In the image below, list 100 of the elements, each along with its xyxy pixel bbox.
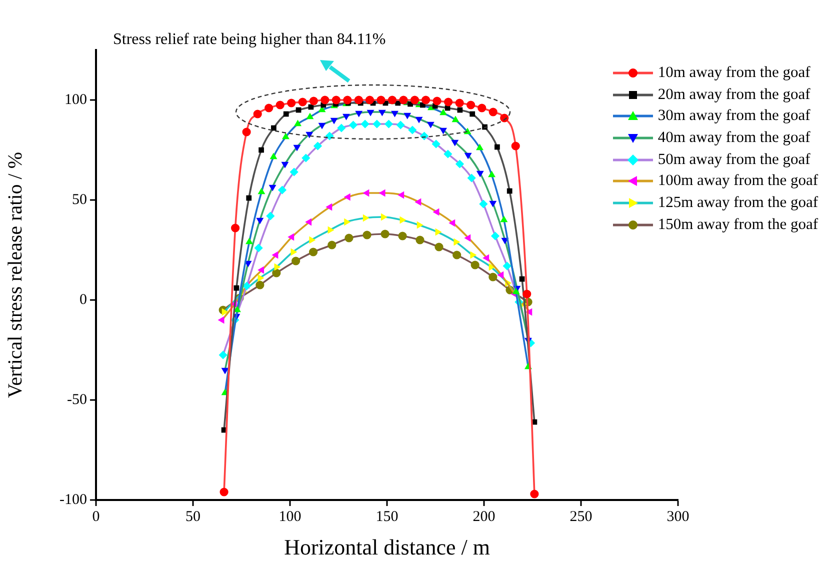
point xyxy=(320,96,330,104)
point xyxy=(435,228,442,236)
point xyxy=(221,368,229,374)
point xyxy=(404,112,412,120)
point xyxy=(272,268,281,278)
point xyxy=(305,218,312,226)
point xyxy=(287,98,296,108)
point xyxy=(470,111,476,117)
point xyxy=(292,256,300,266)
point xyxy=(434,242,444,252)
point xyxy=(489,200,497,208)
point xyxy=(282,132,290,140)
point xyxy=(479,200,488,208)
point xyxy=(332,96,340,104)
point xyxy=(266,212,275,220)
x-tick-label: 150 xyxy=(376,508,398,525)
x-tick-label: 100 xyxy=(278,508,302,525)
point xyxy=(464,152,472,160)
point xyxy=(467,174,476,182)
point xyxy=(293,144,301,152)
y-axis-title: Vertical stress release ratio / % xyxy=(4,152,26,398)
point xyxy=(306,132,314,138)
point xyxy=(451,140,459,146)
point xyxy=(454,238,460,246)
point xyxy=(396,120,405,130)
point xyxy=(270,152,278,160)
point xyxy=(478,104,486,112)
point xyxy=(222,308,228,316)
x-tick-label: 0 xyxy=(92,508,100,525)
point xyxy=(494,144,500,150)
point xyxy=(281,162,289,168)
point xyxy=(342,114,350,120)
point xyxy=(272,251,278,259)
y-tick-label: -100 xyxy=(60,492,87,508)
point xyxy=(328,240,336,250)
point xyxy=(253,110,262,118)
point xyxy=(482,254,490,262)
point xyxy=(476,170,484,178)
point xyxy=(256,218,264,224)
point xyxy=(384,120,394,128)
point xyxy=(500,216,508,222)
point xyxy=(344,218,351,226)
point xyxy=(452,116,460,122)
point xyxy=(452,250,462,260)
point xyxy=(372,120,382,128)
point xyxy=(258,266,264,274)
point xyxy=(288,233,294,241)
point xyxy=(309,236,316,244)
point xyxy=(271,125,276,131)
point xyxy=(276,100,284,110)
point xyxy=(313,142,322,150)
point xyxy=(440,108,447,116)
point xyxy=(220,488,228,496)
point xyxy=(344,193,350,201)
point xyxy=(256,280,264,290)
point xyxy=(360,120,370,128)
point xyxy=(318,122,326,130)
legend-label: 125m away from the goaf xyxy=(658,194,818,212)
point xyxy=(408,126,417,134)
point xyxy=(376,96,386,104)
point xyxy=(258,188,266,194)
point xyxy=(426,122,434,128)
point xyxy=(378,189,386,197)
point xyxy=(309,96,318,106)
point xyxy=(362,230,372,240)
point xyxy=(476,144,484,150)
legend-label: 150m away from the goaf xyxy=(658,216,818,234)
point xyxy=(506,188,512,194)
point xyxy=(488,170,496,178)
point xyxy=(410,96,420,104)
point xyxy=(268,184,276,192)
point xyxy=(380,213,388,221)
point xyxy=(497,271,504,279)
y-tick-label: 0 xyxy=(80,292,87,308)
point xyxy=(490,232,500,240)
point xyxy=(337,124,346,132)
point xyxy=(488,272,498,282)
point xyxy=(283,111,289,117)
point xyxy=(344,234,354,242)
point xyxy=(455,160,464,168)
point xyxy=(400,216,406,224)
point xyxy=(388,96,397,104)
x-tick-label: 250 xyxy=(570,508,592,525)
point xyxy=(455,98,464,108)
text: Stress relief rate being higher than 84.11% xyxy=(113,31,386,48)
legend-label: 100m away from the goaf xyxy=(658,172,818,190)
point xyxy=(488,108,498,116)
point xyxy=(294,120,302,126)
point xyxy=(218,350,228,360)
x-tick-label: 200 xyxy=(472,508,496,525)
x-axis-title: Horizontal distance / m xyxy=(284,534,490,560)
legend-label: 50m away from the goaf xyxy=(658,150,810,169)
point xyxy=(306,112,314,120)
point xyxy=(422,96,430,104)
point xyxy=(362,189,370,197)
y-tick-label: -50 xyxy=(67,392,87,408)
point xyxy=(246,238,253,244)
point xyxy=(391,110,398,118)
point xyxy=(343,96,352,104)
point xyxy=(432,96,442,106)
